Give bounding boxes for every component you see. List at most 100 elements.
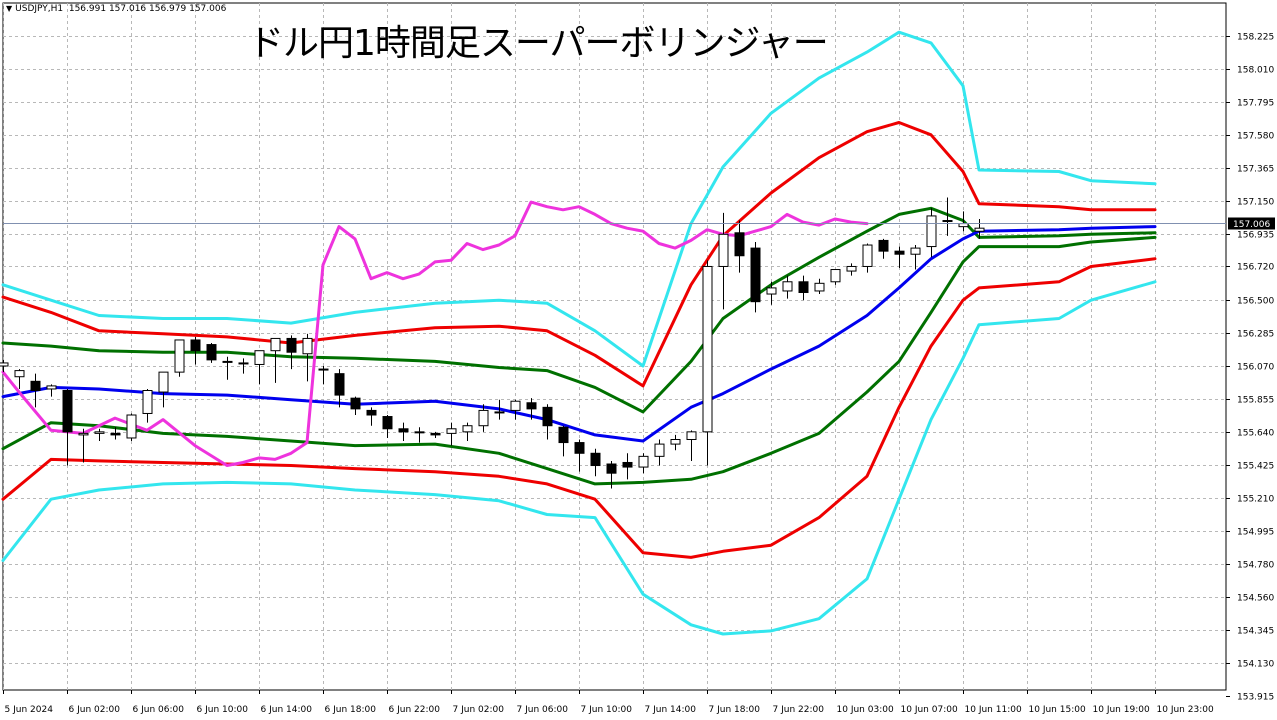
candle xyxy=(318,366,329,385)
candle xyxy=(414,427,425,443)
candle-body-bull xyxy=(302,337,313,355)
candle xyxy=(222,356,233,380)
candle-body-bear xyxy=(750,247,761,303)
time-axis: 5 Jun 2024 6 Jun 02:00 6 Jun 06:00 6 Jun 10… xyxy=(3,690,1214,715)
y-tick-label: 154.780 xyxy=(1237,561,1274,571)
x-tick-label: 6 Jun 02:00 xyxy=(69,705,121,715)
y-tick-label: 155.425 xyxy=(1237,462,1274,472)
y-tick-label: 153.915 xyxy=(1237,693,1274,703)
x-tick-label: 6 Jun 14:00 xyxy=(261,705,313,715)
candle-body-bull xyxy=(942,220,953,223)
candle-body-bear xyxy=(30,380,41,392)
candle xyxy=(494,399,505,420)
candle-body-bull xyxy=(78,432,89,436)
candle xyxy=(110,427,121,440)
candle xyxy=(766,281,777,305)
candle xyxy=(286,335,297,370)
candle xyxy=(670,434,681,451)
x-tick-label: 6 Jun 06:00 xyxy=(133,705,185,715)
candle-body-bear xyxy=(286,337,297,353)
candle xyxy=(910,245,921,270)
x-tick-label: 7 Jun 14:00 xyxy=(645,705,697,715)
candle-body-bull xyxy=(94,431,105,434)
candle xyxy=(46,384,57,397)
candle-body-bear xyxy=(590,452,601,467)
candle-body-bear xyxy=(430,432,441,436)
candle xyxy=(382,415,393,438)
candle-body-bear xyxy=(622,461,633,468)
y-tick-label: 154.345 xyxy=(1237,627,1274,637)
x-tick-label: 7 Jun 22:00 xyxy=(773,705,825,715)
candle-body-bear xyxy=(190,339,201,352)
line-sigma3-lower xyxy=(1,280,1157,636)
x-tick-label: 5 Jun 2024 xyxy=(5,705,54,715)
candle-body-bull xyxy=(782,281,793,292)
candle xyxy=(0,359,9,373)
candle-body-bull xyxy=(846,265,857,272)
candle xyxy=(702,260,713,466)
candle xyxy=(462,422,473,442)
symbol-label: USDJPY,H1 xyxy=(15,4,64,14)
candle-body-bear xyxy=(894,250,905,255)
y-tick-label: 157.150 xyxy=(1237,198,1274,208)
candle xyxy=(430,431,441,438)
x-tick-label: 10 Jun 03:00 xyxy=(837,705,894,715)
candle-body-bull xyxy=(494,411,505,414)
candle-body-bull xyxy=(0,362,9,367)
candle xyxy=(862,243,873,273)
candle-body-bull xyxy=(702,265,713,433)
candle-body-bear xyxy=(734,232,745,257)
candle xyxy=(846,263,857,276)
candle xyxy=(206,343,217,363)
candle-body-bear xyxy=(574,442,585,454)
candle xyxy=(782,275,793,299)
candle xyxy=(686,430,697,461)
line-sigma2-lower xyxy=(1,257,1157,559)
candle xyxy=(606,460,617,489)
line-sma xyxy=(1,225,1157,443)
candle xyxy=(622,453,633,480)
candlesticks xyxy=(0,197,985,489)
candle-body-bull xyxy=(654,443,665,457)
candle xyxy=(894,246,905,268)
candle xyxy=(574,439,585,472)
candle xyxy=(718,212,729,310)
candle-body-bull xyxy=(958,223,969,228)
x-tick-label: 10 Jun 11:00 xyxy=(965,705,1022,715)
candle xyxy=(814,278,825,295)
candle-body-bear xyxy=(878,239,889,252)
y-tick-label: 157.795 xyxy=(1237,99,1274,109)
candle-body-bull xyxy=(974,227,985,232)
candle-body-bull xyxy=(238,362,249,365)
candle-body-bear xyxy=(334,373,345,396)
candle xyxy=(942,197,953,236)
dropdown-arrow-icon[interactable]: ▼ xyxy=(6,4,13,13)
x-tick-label: 6 Jun 10:00 xyxy=(197,705,249,715)
chart-title: ドル円1時間足スーパーボリンジャー xyxy=(248,23,829,64)
price-axis: 158.225 158.010 157.795 157.580 157.365 157.1… xyxy=(1226,33,1274,703)
symbol-info: ▼ USDJPY,H1 156.991 157.016 156.979 157.0… xyxy=(6,4,226,14)
candle xyxy=(526,398,537,420)
candle xyxy=(446,422,457,446)
y-tick-label: 154.560 xyxy=(1237,594,1274,604)
line-sigma3-upper xyxy=(1,30,1157,368)
candle-body-bear xyxy=(526,402,537,410)
candle-body-bull xyxy=(462,425,473,433)
candle-body-bull xyxy=(510,400,521,411)
candle xyxy=(654,439,665,466)
candle-body-bear xyxy=(350,397,361,410)
candle xyxy=(366,407,377,426)
candle xyxy=(798,275,809,301)
y-tick-label: 158.225 xyxy=(1237,33,1274,43)
candle-body-bull xyxy=(686,431,697,441)
candle xyxy=(750,241,761,313)
candle xyxy=(590,448,601,477)
candle-body-bull xyxy=(270,337,281,352)
candle-body-bull xyxy=(318,368,329,371)
candle xyxy=(510,399,521,420)
line-sigma2-upper xyxy=(1,121,1157,388)
candle-body-bull xyxy=(814,282,825,292)
candle-body-bear xyxy=(366,409,377,416)
